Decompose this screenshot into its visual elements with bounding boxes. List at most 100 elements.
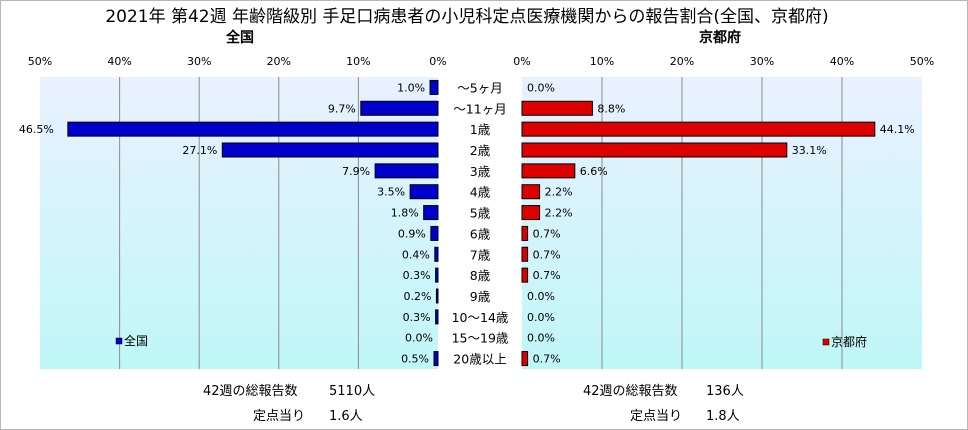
national-legend: 全国 [115,333,148,348]
national-bar [374,163,439,179]
category-label: 9歳 [470,289,491,304]
kyoto-bar [521,246,529,262]
national-tick-label: 0% [429,55,446,68]
kyoto-bar [521,225,529,241]
kyoto-data-label: 6.6% [580,165,608,178]
kyoto-tick-label: 50% [910,55,934,68]
kyoto-tick-label: 10% [590,55,614,68]
national-data-label: 0.2% [403,290,431,303]
national-plot-area [40,77,438,369]
kyoto-per-label: 定点当り [630,409,682,424]
kyoto-bar [521,121,876,137]
national-subtitle: 全国 [225,29,254,46]
national-tick-label: 50% [28,55,52,68]
chart-title: 2021年 第42週 年齢階級別 手足口病患者の小児科定点医療機関からの報告割合… [105,7,828,27]
national-bar [435,309,439,325]
national-data-label: 0.9% [398,227,426,240]
kyoto-bar [521,142,788,158]
axis-ticks: 50% 40% 30% 20% 10% 0% 0% 10% 20% 30% 40% 50% [28,55,934,68]
kyoto-bar [521,267,529,283]
kyoto-data-label: 0.0% [527,332,555,345]
kyoto-data-label: 2.2% [545,186,573,199]
kyoto-data-label: 0.7% [533,353,561,366]
national-bar [423,205,439,221]
kyoto-legend: 京都府 [822,334,867,349]
kyoto-bar [521,163,576,179]
data-labels: 1.0% 0.0% 9.7% 8.8% 46.5% 44.1% 27.1% 33.1% 7.9%… [19,81,915,365]
kyoto-data-label: 2.2% [545,207,573,220]
category-label: 3歳 [470,164,491,179]
kyoto-data-label: 8.8% [597,102,625,115]
kyoto-total-value: 136人 [706,384,744,399]
national-total-label: 42週の総報告数 [203,384,298,399]
national-data-label: 9.7% [328,102,356,115]
category-label: ～5ヶ月 [457,80,502,95]
national-total-value: 5110人 [329,384,375,399]
national-data-label: 27.1% [182,144,217,157]
national-data-label: 0.3% [403,269,431,282]
national-tick-label: 40% [107,55,131,68]
national-legend-swatch [115,337,123,345]
category-label: 6歳 [470,226,491,241]
kyoto-legend-swatch [822,338,830,346]
national-data-label: 7.9% [342,165,370,178]
kyoto-data-label: 33.1% [792,144,827,157]
national-data-label: 1.0% [397,81,425,94]
category-label: 8歳 [470,268,491,283]
category-label: 4歳 [470,185,491,200]
kyoto-data-label: 0.7% [533,227,561,240]
category-label: ～11ヶ月 [453,101,506,116]
national-bar [221,142,439,158]
national-bar [360,100,439,116]
category-label: 2歳 [470,143,491,158]
bars [67,79,876,367]
kyoto-data-label: 0.7% [533,248,561,261]
national-tick-label: 10% [346,55,370,68]
kyoto-data-label: 44.1% [880,123,915,136]
national-data-label: 0.3% [403,311,431,324]
national-legend-label: 全国 [124,333,148,348]
national-data-label: 46.5% [19,123,54,136]
national-bar [429,79,439,95]
kyoto-data-label: 0.0% [527,311,555,324]
national-per-value: 1.6人 [329,409,363,424]
category-label: 10～14歳 [452,310,509,325]
national-per-label: 定点当り [253,409,305,424]
kyoto-tick-label: 20% [670,55,694,68]
category-labels: ～5ヶ月 ～11ヶ月 1歳 2歳 3歳 4歳 5歳 6歳 7歳 8歳 9歳 10～14歳 15～19歳 2… [452,80,509,366]
kyoto-subtitle: 京都府 [699,29,741,46]
category-label: 5歳 [470,206,491,221]
national-bar [435,267,439,283]
national-tick-label: 20% [267,55,291,68]
national-data-label: 0.4% [402,248,430,261]
category-label: 7歳 [470,247,491,262]
national-bar [434,246,439,262]
kyoto-total-label: 42週の総報告数 [583,384,678,399]
kyoto-legend-label: 京都府 [831,334,867,349]
category-label: 20歳以上 [453,352,506,367]
kyoto-data-label: 0.0% [527,81,555,94]
national-data-label: 3.5% [377,186,405,199]
national-bar [433,351,439,367]
national-data-label: 0.0% [405,332,433,345]
kyoto-data-label: 0.0% [527,290,555,303]
kyoto-tick-label: 40% [830,55,854,68]
national-data-label: 0.5% [401,353,429,366]
national-bar [430,225,439,241]
national-bar [435,288,439,304]
national-tick-label: 30% [187,55,211,68]
kyoto-per-value: 1.8人 [706,409,740,424]
category-label: 15～19歳 [452,331,509,346]
kyoto-tick-label: 30% [750,55,774,68]
kyoto-data-label: 0.7% [533,269,561,282]
kyoto-bar [521,205,541,221]
national-bar [67,121,439,137]
kyoto-plot-area [522,77,922,369]
kyoto-bar [521,351,529,367]
kyoto-bar [521,184,541,200]
kyoto-bar [521,100,593,116]
national-data-label: 1.8% [391,207,419,220]
national-bar [409,184,439,200]
kyoto-tick-label: 0% [513,55,530,68]
